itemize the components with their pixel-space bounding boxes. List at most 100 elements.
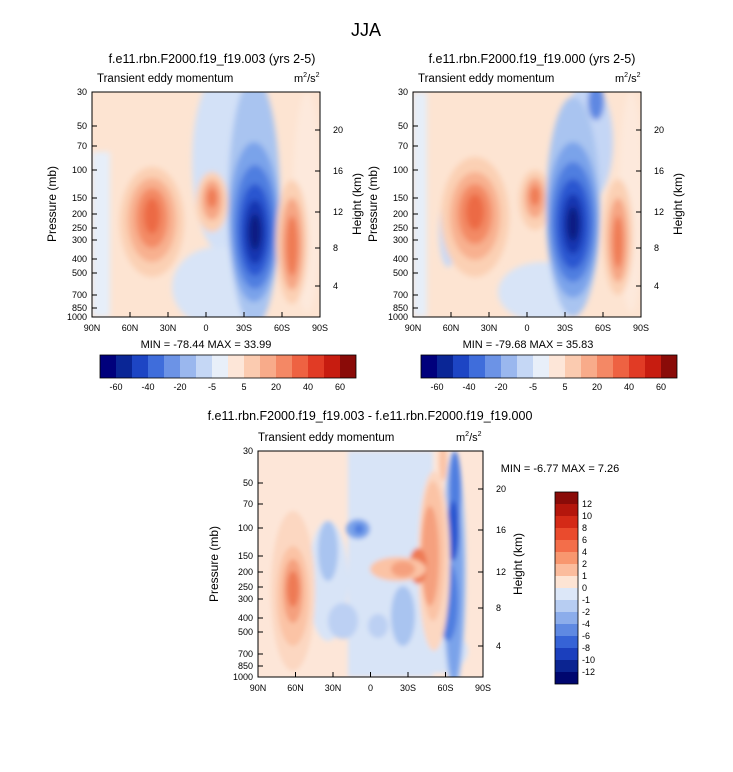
height-tick-label: 8 (496, 603, 501, 613)
y-tick-label: 150 (238, 551, 253, 561)
y-tick-label: 100 (72, 165, 87, 175)
y-tick-label: 500 (238, 627, 253, 637)
panel-c-units: m2/s2 (456, 431, 482, 444)
panel-a: f.e11.rbn.F2000.f19_f19.003 (yrs 2-5) Tr… (45, 52, 364, 392)
y-tick-label: 700 (238, 649, 253, 659)
panel-a-colorbar: -60 -40 -20 -5 5 20 40 60 (99, 354, 357, 392)
x-tick-label: 30S (557, 323, 573, 333)
x-tick-label: 30N (160, 323, 177, 333)
y-tick-label: 1000 (67, 312, 87, 322)
colorbar-label: 1 (582, 571, 587, 581)
colorbar-label: 20 (592, 382, 602, 392)
y-tick-label: 50 (243, 478, 253, 488)
colorbar-label: 40 (303, 382, 313, 392)
colorbar-label: 5 (562, 382, 567, 392)
height-tick-label: 12 (654, 207, 664, 217)
y-tick-label: 1000 (233, 672, 253, 682)
y-tick-label: 250 (393, 223, 408, 233)
x-tick-label: 60N (287, 683, 304, 693)
y-axis-label: Pressure (mb) (366, 166, 380, 242)
x-tick-label: 90S (312, 323, 328, 333)
panel-b-colorbar: -60 -40 -20 -5 5 20 40 60 (420, 354, 678, 392)
colorbar-label: 6 (582, 535, 587, 545)
colorbar-label: 10 (582, 511, 592, 521)
height-tick-label: 20 (496, 484, 506, 494)
panel-b-min-max: MIN = -79.68 MAX = 35.83 (463, 339, 594, 351)
y-tick-label: 700 (72, 290, 87, 300)
colorbar-label: -1 (582, 595, 590, 605)
height-tick-label: 20 (654, 125, 664, 135)
x-tick-label: 60N (122, 323, 139, 333)
y-tick-label: 70 (77, 141, 87, 151)
panel-a-subtitle: Transient eddy momentum (97, 73, 233, 85)
panel-c-min-max: MIN = -6.77 MAX = 7.26 (501, 463, 620, 475)
y-tick-label: 850 (72, 303, 87, 313)
height-tick-label: 12 (496, 567, 506, 577)
height-tick-label: 20 (333, 125, 343, 135)
colorbar-label: 60 (335, 382, 345, 392)
y-tick-label: 250 (72, 223, 87, 233)
colorbar-label: -20 (173, 382, 186, 392)
x-tick-label: 60S (437, 683, 453, 693)
x-tick-label: 0 (203, 323, 208, 333)
height-tick-label: 16 (333, 166, 343, 176)
x-tick-label: 0 (368, 683, 373, 693)
x-tick-label: 60S (595, 323, 611, 333)
y-tick-label: 300 (238, 594, 253, 604)
y-tick-label: 850 (238, 661, 253, 671)
y-tick-label: 700 (393, 290, 408, 300)
height-tick-label: 8 (654, 243, 659, 253)
panel-b: f.e11.rbn.F2000.f19_f19.000 (yrs 2-5) Tr… (366, 52, 685, 392)
y-tick-label: 250 (238, 582, 253, 592)
x-tick-label: 60S (274, 323, 290, 333)
y-tick-label: 150 (393, 193, 408, 203)
colorbar-label: -4 (582, 619, 590, 629)
height-tick-label: 16 (496, 525, 506, 535)
colorbar-label: -12 (582, 667, 595, 677)
y-tick-label: 30 (398, 87, 408, 97)
panel-b-subtitle: Transient eddy momentum (418, 73, 554, 85)
y-tick-label: 200 (72, 209, 87, 219)
x-tick-label: 30N (481, 323, 498, 333)
panel-a-plot: 30 50 70 100 150 200 250 300 400 500 700… (45, 87, 364, 333)
colorbar-label: -10 (582, 655, 595, 665)
panel-b-plot: 30 50 70 100 150 200 250 300 400 500 700… (366, 87, 685, 333)
y-axis-label-right: Height (km) (671, 173, 685, 235)
height-tick-label: 12 (333, 207, 343, 217)
y-tick-label: 500 (72, 268, 87, 278)
y-axis-label: Pressure (mb) (207, 526, 221, 602)
y-tick-label: 30 (243, 446, 253, 456)
panel-a-units: m2/s2 (294, 72, 320, 85)
x-tick-label: 30S (400, 683, 416, 693)
panel-c-title: f.e11.rbn.F2000.f19_f19.003 - f.e11.rbn.… (208, 409, 533, 423)
y-tick-label: 400 (238, 613, 253, 623)
colorbar-label: 4 (582, 547, 587, 557)
y-tick-label: 50 (398, 121, 408, 131)
x-tick-label: 60N (443, 323, 460, 333)
colorbar-label: -8 (582, 643, 590, 653)
x-tick-label: 90N (405, 323, 422, 333)
y-tick-label: 150 (72, 193, 87, 203)
colorbar-label: 0 (582, 583, 587, 593)
panel-b-units: m2/s2 (615, 72, 641, 85)
x-tick-label: 90N (250, 683, 267, 693)
y-tick-label: 500 (393, 268, 408, 278)
height-tick-label: 8 (333, 243, 338, 253)
panel-a-title: f.e11.rbn.F2000.f19_f19.003 (yrs 2-5) (109, 52, 316, 66)
panel-c-colorbar: 12 10 8 6 4 2 1 0 -1 -2 -4 -6 -8 -10 -12 (554, 491, 595, 685)
x-tick-label: 90S (633, 323, 649, 333)
colorbar-label: -40 (141, 382, 154, 392)
colorbar-label: -5 (529, 382, 537, 392)
colorbar-label: 20 (271, 382, 281, 392)
panel-c-subtitle: Transient eddy momentum (258, 432, 394, 444)
colorbar-label: 60 (656, 382, 666, 392)
height-tick-label: 4 (654, 281, 659, 291)
x-tick-label: 90N (84, 323, 101, 333)
y-tick-label: 200 (393, 209, 408, 219)
panel-c: f.e11.rbn.F2000.f19_f19.003 - f.e11.rbn.… (207, 409, 619, 693)
x-tick-label: 0 (524, 323, 529, 333)
y-tick-label: 30 (77, 87, 87, 97)
panel-c-plot: 30 50 70 100 150 200 250 300 400 500 700… (207, 446, 525, 693)
figure-title: JJA (351, 20, 381, 40)
